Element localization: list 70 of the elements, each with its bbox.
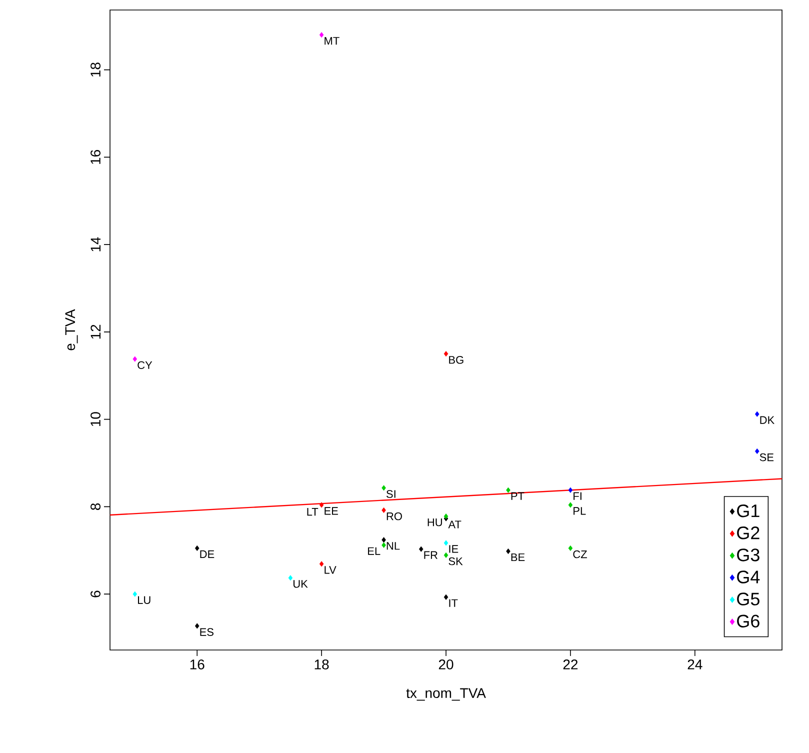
annotation: PL (574, 507, 586, 515)
annotation: LT (307, 508, 318, 516)
x-axis-title: tx_nom_TVA (406, 688, 486, 701)
annotation: HU (428, 518, 442, 526)
point (754, 411, 760, 417)
x-tick-label: 24 (688, 660, 702, 670)
point (444, 594, 448, 600)
annotation: BG (449, 356, 464, 364)
legend-label: G4 (737, 570, 760, 584)
annotation: SE (760, 453, 774, 462)
point (382, 507, 386, 513)
annotation: FR (424, 551, 438, 559)
annotation: SI (386, 490, 396, 498)
annotation: AT (448, 520, 462, 528)
y-tick-label: 12 (90, 324, 100, 339)
annotation: CY (138, 361, 152, 370)
annotation: PT (511, 492, 524, 500)
y-tick-label: 6 (90, 590, 100, 598)
y-tick-label: 16 (90, 150, 100, 164)
annotation: FI (574, 492, 582, 500)
annotation: EL (368, 547, 380, 555)
annotation: MT (324, 37, 340, 45)
point (444, 540, 448, 546)
point (319, 502, 324, 508)
x-tick-label: 18 (314, 660, 329, 670)
x-tick-label: 20 (438, 660, 454, 670)
legend-label: G1 (737, 504, 760, 518)
legend-label: G6 (737, 614, 760, 628)
point (382, 485, 386, 491)
annotation: UK (293, 580, 308, 588)
annotation: IE (449, 545, 458, 553)
point (132, 356, 138, 362)
legend-label: G5 (737, 592, 760, 606)
annotation: BE (511, 553, 525, 562)
legend-label: G3 (737, 548, 760, 562)
point (568, 502, 573, 508)
x-tick-label: 22 (563, 660, 578, 670)
point (194, 545, 200, 551)
legend-label: G2 (737, 526, 760, 540)
point (382, 542, 386, 548)
point (319, 32, 324, 38)
annotation: CZ (573, 550, 587, 558)
point (568, 487, 573, 493)
y-tick-label: 10 (90, 412, 100, 426)
annotation: RO (386, 512, 402, 520)
annotation: SK (448, 557, 463, 566)
annotation: IT (449, 599, 458, 607)
x-tick-label: 16 (190, 660, 204, 670)
point (444, 351, 448, 357)
point (319, 561, 324, 567)
annotation: EE (324, 507, 338, 515)
point (194, 623, 200, 629)
y-tick-label: 8 (90, 503, 100, 510)
annotation: ES (200, 628, 214, 636)
point (382, 537, 386, 543)
point (288, 575, 293, 581)
y-axis-title: e_TVA (65, 309, 78, 350)
point (506, 487, 510, 493)
point (568, 545, 573, 551)
annotation: LU (138, 596, 150, 604)
point (418, 546, 424, 552)
point (754, 448, 760, 454)
annotation: DE (200, 550, 214, 558)
y-tick-label: 18 (90, 62, 100, 77)
point (444, 552, 448, 558)
annotation: LV (324, 566, 336, 574)
annotation: NL (386, 542, 400, 550)
point (132, 591, 138, 597)
y-tick-label: 14 (90, 237, 100, 252)
annotation: DK (760, 416, 774, 424)
